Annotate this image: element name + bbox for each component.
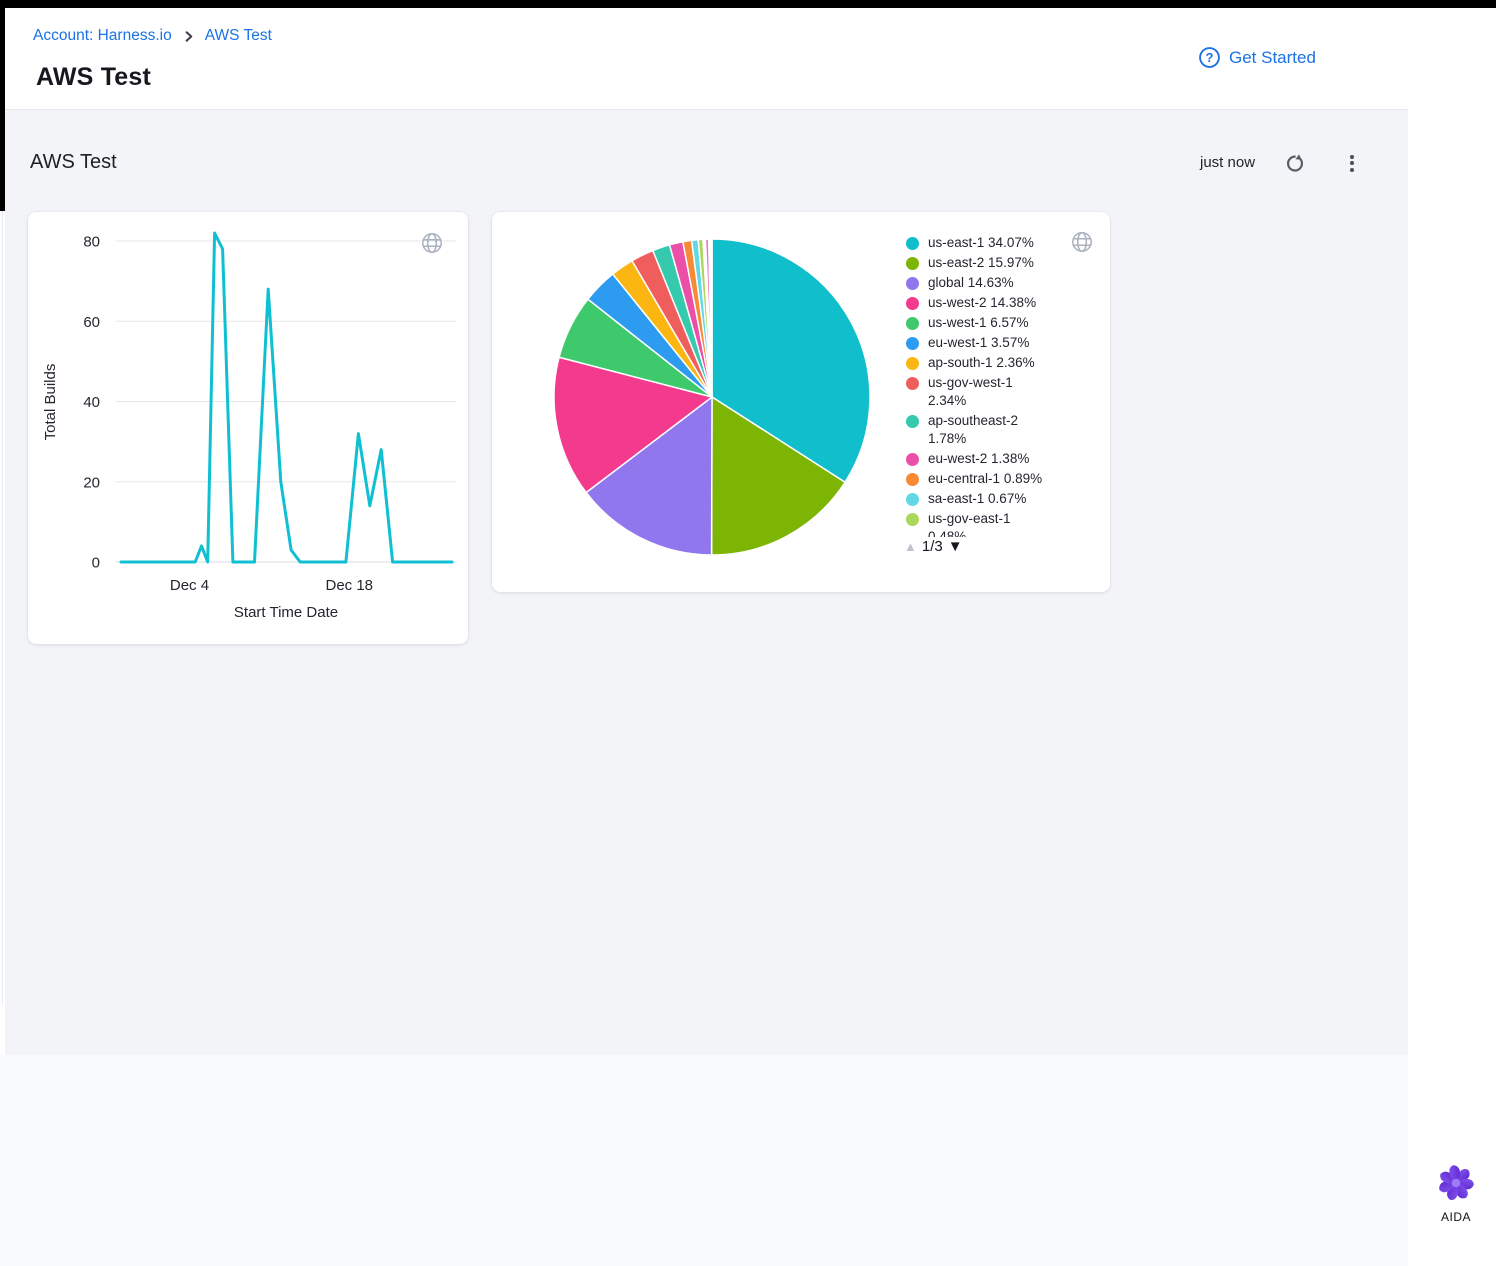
total-builds-card: 0 20 40 60 80 Dec 4 Dec 18 Total Builds Start Ti… <box>28 212 468 644</box>
globe-icon <box>1070 230 1094 254</box>
legend-label: us-west-2 14.38% <box>928 295 1037 310</box>
aida-label: AIDA <box>1440 1210 1471 1224</box>
x-axis-title: Start Time Date <box>234 604 338 621</box>
legend-label: ap-southeast-2 1.78% <box>928 413 1019 446</box>
help-circle-icon: ? <box>1198 46 1221 69</box>
y-axis-tick: 60 <box>83 314 100 331</box>
legend-item-us-gov-west-1[interactable]: us-gov-west-1 2.34% <box>906 374 1074 410</box>
legend-item-us-west-1[interactable]: us-west-1 6.57% <box>906 314 1074 332</box>
aida-assistant-button[interactable]: AIDA <box>1427 1164 1485 1224</box>
pie-slice-us-west-2 <box>553 356 713 494</box>
kebab-menu-button[interactable] <box>1343 152 1361 174</box>
breadcrumb-account-link[interactable]: Account: Harness.io <box>33 27 172 44</box>
legend-dot-icon <box>906 414 919 428</box>
get-started-label: Get Started <box>1229 47 1316 67</box>
legend-dot-icon <box>906 356 919 370</box>
legend-dot-icon <box>906 316 919 330</box>
legend-dot-icon <box>906 472 919 486</box>
legend-label: us-gov-east-1 0.48% <box>928 511 1011 537</box>
aida-flower-icon <box>1437 1165 1475 1206</box>
last-refreshed-label: just now <box>1200 154 1256 171</box>
window-left-edge <box>0 8 5 211</box>
legend-label: eu-west-2 1.38% <box>928 451 1030 466</box>
legend-dot-icon <box>906 336 919 350</box>
legend-dot-icon <box>906 276 919 290</box>
legend-item-eu-west-2[interactable]: eu-west-2 1.38% <box>906 450 1074 468</box>
legend-item-us-east-2[interactable]: us-east-2 15.97% <box>906 254 1074 272</box>
page-header: Account: Harness.io AWS Test AWS Test ? … <box>5 8 1408 110</box>
regions-pie-chart <box>553 238 871 556</box>
legend-dot-icon <box>906 492 919 506</box>
legend-page-down-icon[interactable]: ▼ <box>947 538 963 555</box>
total-builds-line-chart: 0 20 40 60 80 Dec 4 Dec 18 Total Builds Start Ti… <box>42 231 456 621</box>
legend-label: us-east-2 15.97% <box>928 255 1034 270</box>
legend-page-up-icon[interactable]: ▲ <box>904 539 917 554</box>
legend-dot-icon <box>906 256 919 270</box>
refresh-button[interactable] <box>1284 152 1306 174</box>
legend-item-eu-central-1[interactable]: eu-central-1 0.89% <box>906 470 1074 488</box>
kebab-icon <box>1350 154 1354 159</box>
x-axis-tick: Dec 18 <box>326 577 374 594</box>
y-axis-tick: 0 <box>92 555 100 572</box>
x-axis-tick: Dec 4 <box>170 577 209 594</box>
legend-label: ap-south-1 2.36% <box>928 355 1035 370</box>
dashboard-title: AWS Test <box>30 151 117 173</box>
refresh-icon <box>1284 154 1306 177</box>
svg-text:?: ? <box>1206 50 1214 65</box>
legend-label: eu-west-1 3.57% <box>928 335 1030 350</box>
y-axis-tick: 80 <box>83 234 100 251</box>
legend-pagination: ▲ 1/3 ▼ <box>904 538 963 555</box>
breadcrumb-current-link[interactable]: AWS Test <box>204 27 272 44</box>
legend-page-label: 1/3 <box>921 538 943 555</box>
regions-pie-card: us-east-1 34.07% us-east-2 15.97% global 1… <box>492 212 1110 592</box>
builds-line-series <box>119 231 454 564</box>
legend-item-ap-south-1[interactable]: ap-south-1 2.36% <box>906 354 1074 372</box>
legend-label: us-west-1 6.57% <box>928 315 1029 330</box>
globe-icon <box>420 231 444 255</box>
legend-dot-icon <box>906 452 919 466</box>
pie-legend: us-east-1 34.07% us-east-2 15.97% global 1… <box>906 234 1074 537</box>
legend-label: us-east-1 34.07% <box>928 235 1034 250</box>
legend-label: global 14.63% <box>928 275 1014 290</box>
legend-dot-icon <box>906 512 919 526</box>
y-axis-tick: 20 <box>83 474 100 491</box>
legend-label: sa-east-1 0.67% <box>928 491 1027 506</box>
window-top-edge <box>0 0 1496 8</box>
pie-slice-us-east-2 <box>710 396 846 556</box>
legend-item-ap-southeast-2[interactable]: ap-southeast-2 1.78% <box>906 412 1074 448</box>
page-title: AWS Test <box>36 63 152 91</box>
legend-item-eu-west-1[interactable]: eu-west-1 3.57% <box>906 334 1074 352</box>
y-axis-title: Total Builds <box>42 364 59 441</box>
breadcrumb: Account: Harness.io AWS Test <box>33 27 272 45</box>
legend-item-us-gov-east-1[interactable]: us-gov-east-1 0.48% <box>906 510 1074 537</box>
legend-label: us-gov-west-1 2.34% <box>928 375 1013 408</box>
legend-label: eu-central-1 0.89% <box>928 471 1043 486</box>
legend-item-global[interactable]: global 14.63% <box>906 274 1074 292</box>
legend-dot-icon <box>906 376 919 390</box>
pie-slice-global <box>585 396 713 556</box>
pie-slice <box>707 238 713 398</box>
y-axis-tick: 40 <box>83 394 100 411</box>
get-started-button[interactable]: ? Get Started <box>1198 46 1316 69</box>
legend-item-sa-east-1[interactable]: sa-east-1 0.67% <box>906 490 1074 508</box>
dashboard-canvas: AWS Test just now 0 20 40 60 80 D <box>5 110 1408 1055</box>
left-scroll-groove <box>0 211 3 1005</box>
chevron-right-icon <box>182 30 195 43</box>
legend-dot-icon <box>906 236 919 250</box>
legend-item-us-west-2[interactable]: us-west-2 14.38% <box>906 294 1074 312</box>
page-bottom-area <box>0 1055 1408 1266</box>
legend-dot-icon <box>906 296 919 310</box>
legend-item-us-east-1[interactable]: us-east-1 34.07% <box>906 234 1074 252</box>
